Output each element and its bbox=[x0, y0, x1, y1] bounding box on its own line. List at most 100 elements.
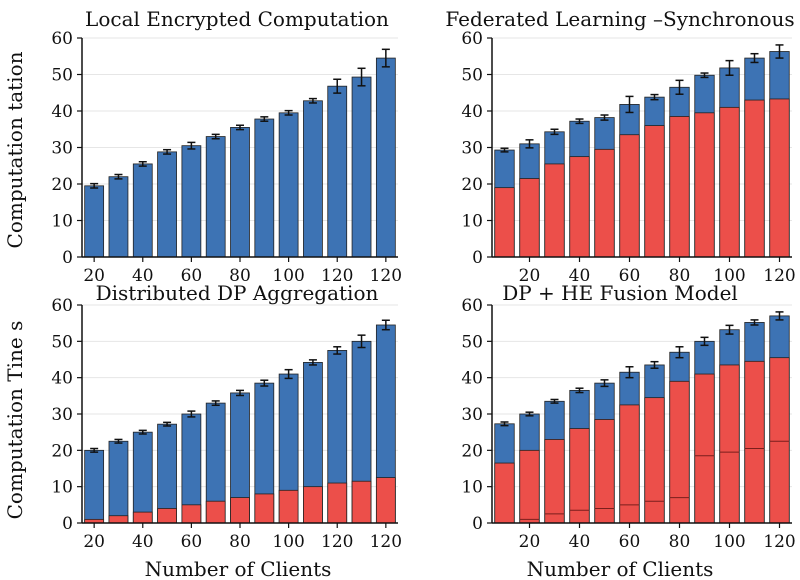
y-tick-label: 10 bbox=[51, 478, 73, 498]
bar-total bbox=[230, 127, 250, 258]
bar-segment-red bbox=[744, 360, 765, 524]
x-tick-label: 60 bbox=[619, 532, 641, 552]
bar-segment-red bbox=[132, 511, 153, 524]
bar-segment-red bbox=[327, 482, 348, 524]
x-tick-label: 20 bbox=[519, 532, 541, 552]
y-tick-label: 0 bbox=[472, 514, 483, 534]
y-tick-label: 0 bbox=[62, 514, 73, 534]
y-tick-label: 10 bbox=[461, 212, 483, 232]
y-tick-label: 20 bbox=[461, 175, 483, 195]
bar-segment-red bbox=[569, 156, 590, 258]
bar-segment-red bbox=[230, 497, 250, 524]
x-tick-label: 120 bbox=[321, 532, 353, 552]
bar-segment-red bbox=[494, 187, 515, 258]
x-axis-label-left: Number of Clients bbox=[145, 557, 332, 580]
y-tick-label: 60 bbox=[461, 29, 483, 49]
x-tick-label: 80 bbox=[669, 266, 691, 286]
x-tick-label: 20 bbox=[83, 266, 105, 286]
bar-segment-red bbox=[494, 462, 515, 524]
bar-total bbox=[327, 85, 348, 258]
bar-segment-red bbox=[519, 449, 540, 524]
x-tick-label: 120 bbox=[370, 532, 402, 552]
bar-total bbox=[157, 151, 177, 258]
bar-segment-red bbox=[181, 504, 202, 524]
x-tick-label: 100 bbox=[713, 266, 745, 286]
x-axis-label-right: Number of Clients bbox=[527, 557, 714, 580]
y-tick-label: 20 bbox=[51, 175, 73, 195]
y-tick-label: 40 bbox=[461, 102, 483, 122]
bar-segment-red bbox=[108, 515, 129, 524]
x-tick-label: 60 bbox=[619, 266, 641, 286]
bar-segment-red bbox=[744, 99, 765, 258]
bar-segment-red bbox=[669, 116, 690, 258]
y-tick-label: 40 bbox=[461, 369, 483, 389]
panel-distributed-dp-aggregation: Distributed DP Aggregation 0 10 20 30 40 50 60… bbox=[51, 281, 402, 552]
bar-segment-red bbox=[351, 480, 372, 524]
chart-title: Distributed DP Aggregation bbox=[96, 281, 379, 305]
panel-federated-learning-synchronous: Federated Learning –Synchronous 0 10 20 30 4… bbox=[445, 7, 795, 286]
bar-segment-red bbox=[769, 357, 790, 524]
x-tick-label: 80 bbox=[229, 532, 251, 552]
y-tick-label: 20 bbox=[461, 441, 483, 461]
y-tick-label: 50 bbox=[51, 332, 73, 352]
bar-segment-red bbox=[719, 106, 740, 258]
panel-dp-he-fusion-model: DP + HE Fusion Model 0 10 20 30 40 50 60 20 40 60… bbox=[461, 281, 795, 552]
y-tick-label: 10 bbox=[51, 212, 73, 232]
x-tick-label: 80 bbox=[669, 532, 691, 552]
bar-segment-red bbox=[619, 134, 640, 258]
bar-segment-red bbox=[375, 477, 396, 524]
bar-segment-red bbox=[694, 112, 715, 258]
y-axis-label-top: Computation tation bbox=[3, 51, 27, 248]
x-tick-label: 100 bbox=[272, 266, 304, 286]
y-tick-label: 30 bbox=[51, 405, 73, 425]
bar-total bbox=[84, 449, 105, 524]
bar-total bbox=[108, 440, 129, 524]
bar-segment-red bbox=[594, 419, 615, 524]
bar-segment-red bbox=[694, 373, 715, 524]
bar-segment-red bbox=[569, 428, 590, 524]
x-tick-label: 40 bbox=[132, 266, 154, 286]
bar-segment-red bbox=[278, 489, 299, 524]
bar-segment-red bbox=[644, 397, 665, 524]
bar-total bbox=[254, 118, 275, 258]
bar-total bbox=[351, 76, 372, 258]
x-tick-label: 20 bbox=[519, 266, 541, 286]
x-tick-label: 100 bbox=[713, 532, 745, 552]
bar-total bbox=[84, 185, 105, 258]
y-tick-label: 60 bbox=[461, 296, 483, 316]
bar-total bbox=[108, 176, 129, 258]
chart-title: Federated Learning –Synchronous bbox=[445, 7, 794, 31]
y-tick-label: 40 bbox=[51, 102, 73, 122]
bar-segment-red bbox=[544, 163, 565, 258]
x-tick-label: 60 bbox=[181, 532, 203, 552]
bar-total bbox=[278, 112, 299, 258]
bar-segment-red bbox=[519, 178, 540, 258]
y-tick-label: 50 bbox=[461, 66, 483, 86]
x-tick-label: 120 bbox=[321, 266, 353, 286]
bar-total bbox=[181, 145, 202, 258]
bar-segment-red bbox=[594, 148, 615, 258]
y-tick-label: 10 bbox=[461, 478, 483, 498]
x-tick-label: 120 bbox=[370, 266, 402, 286]
x-tick-label: 120 bbox=[763, 532, 795, 552]
x-tick-label: 40 bbox=[569, 532, 591, 552]
bar-total bbox=[205, 136, 226, 258]
bar-segment-red bbox=[669, 380, 690, 524]
y-axis-label-bottom: Computation Tine s bbox=[3, 321, 27, 520]
x-tick-label: 20 bbox=[83, 532, 105, 552]
x-tick-label: 120 bbox=[763, 266, 795, 286]
y-tick-label: 30 bbox=[51, 139, 73, 159]
x-tick-label: 40 bbox=[569, 266, 591, 286]
bar-segment-red bbox=[254, 493, 275, 524]
bar-segment-red bbox=[719, 364, 740, 524]
bar-total bbox=[375, 57, 396, 258]
y-tick-label: 50 bbox=[461, 332, 483, 352]
panel-local-encrypted-computation: Local Encrypted Computation 0 10 20 30 40 50 6… bbox=[51, 7, 402, 286]
bar-segment-red bbox=[303, 486, 323, 524]
y-tick-label: 30 bbox=[461, 405, 483, 425]
chart-title: DP + HE Fusion Model bbox=[502, 281, 738, 305]
y-tick-label: 60 bbox=[51, 296, 73, 316]
bar-segment-red bbox=[644, 125, 665, 258]
bar-segment-red bbox=[769, 98, 790, 258]
